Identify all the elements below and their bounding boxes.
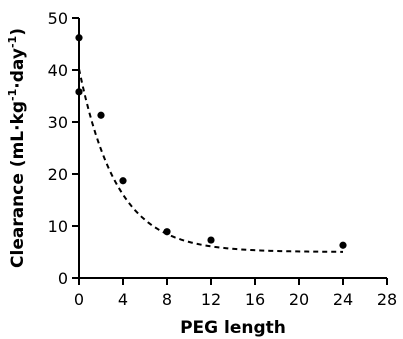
x-tick-label: 28	[377, 290, 397, 309]
x-tick-label: 16	[245, 290, 265, 309]
data-point	[75, 34, 83, 42]
y-tick-label: 0	[58, 269, 68, 288]
x-axis: 0 4 8 12 16 20 24 28 PEG length	[74, 277, 397, 338]
x-tick-label: 24	[333, 290, 353, 309]
data-point	[75, 88, 83, 96]
y-axis-title: Clearance (mL·kg-1·day-1)	[6, 28, 28, 268]
y-tick-label: 30	[48, 113, 68, 132]
data-point	[119, 177, 127, 185]
fit-curve	[78, 68, 344, 253]
y-ticks: 0 10 20 30 40 50	[48, 9, 79, 288]
data-point	[339, 241, 347, 249]
data-points	[75, 34, 347, 249]
x-tick-label: 0	[74, 290, 84, 309]
y-tick-label: 10	[48, 217, 68, 236]
x-tick-label: 4	[118, 290, 128, 309]
y-tick-label: 20	[48, 165, 68, 184]
x-ticks: 0 4 8 12 16 20 24 28	[74, 278, 397, 309]
y-axis-title-suffix: )	[8, 28, 28, 36]
y-tick-label: 40	[48, 61, 68, 80]
y-axis-title-mid: ·day	[8, 48, 28, 89]
data-point	[207, 236, 215, 244]
x-tick-label: 20	[289, 290, 309, 309]
y-tick-label: 50	[48, 9, 68, 28]
x-axis-title: PEG length	[180, 318, 286, 338]
y-axis-title-exp2: -1	[6, 36, 19, 48]
y-axis-title-prefix: Clearance (mL·kg	[8, 101, 28, 268]
data-point	[97, 111, 105, 119]
x-tick-label: 12	[201, 290, 221, 309]
y-axis-title-exp1: -1	[6, 89, 19, 101]
x-tick-label: 8	[162, 290, 172, 309]
data-point	[163, 228, 171, 236]
